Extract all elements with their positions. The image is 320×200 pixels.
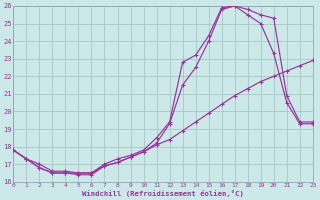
X-axis label: Windchill (Refroidissement éolien,°C): Windchill (Refroidissement éolien,°C) bbox=[82, 190, 244, 197]
